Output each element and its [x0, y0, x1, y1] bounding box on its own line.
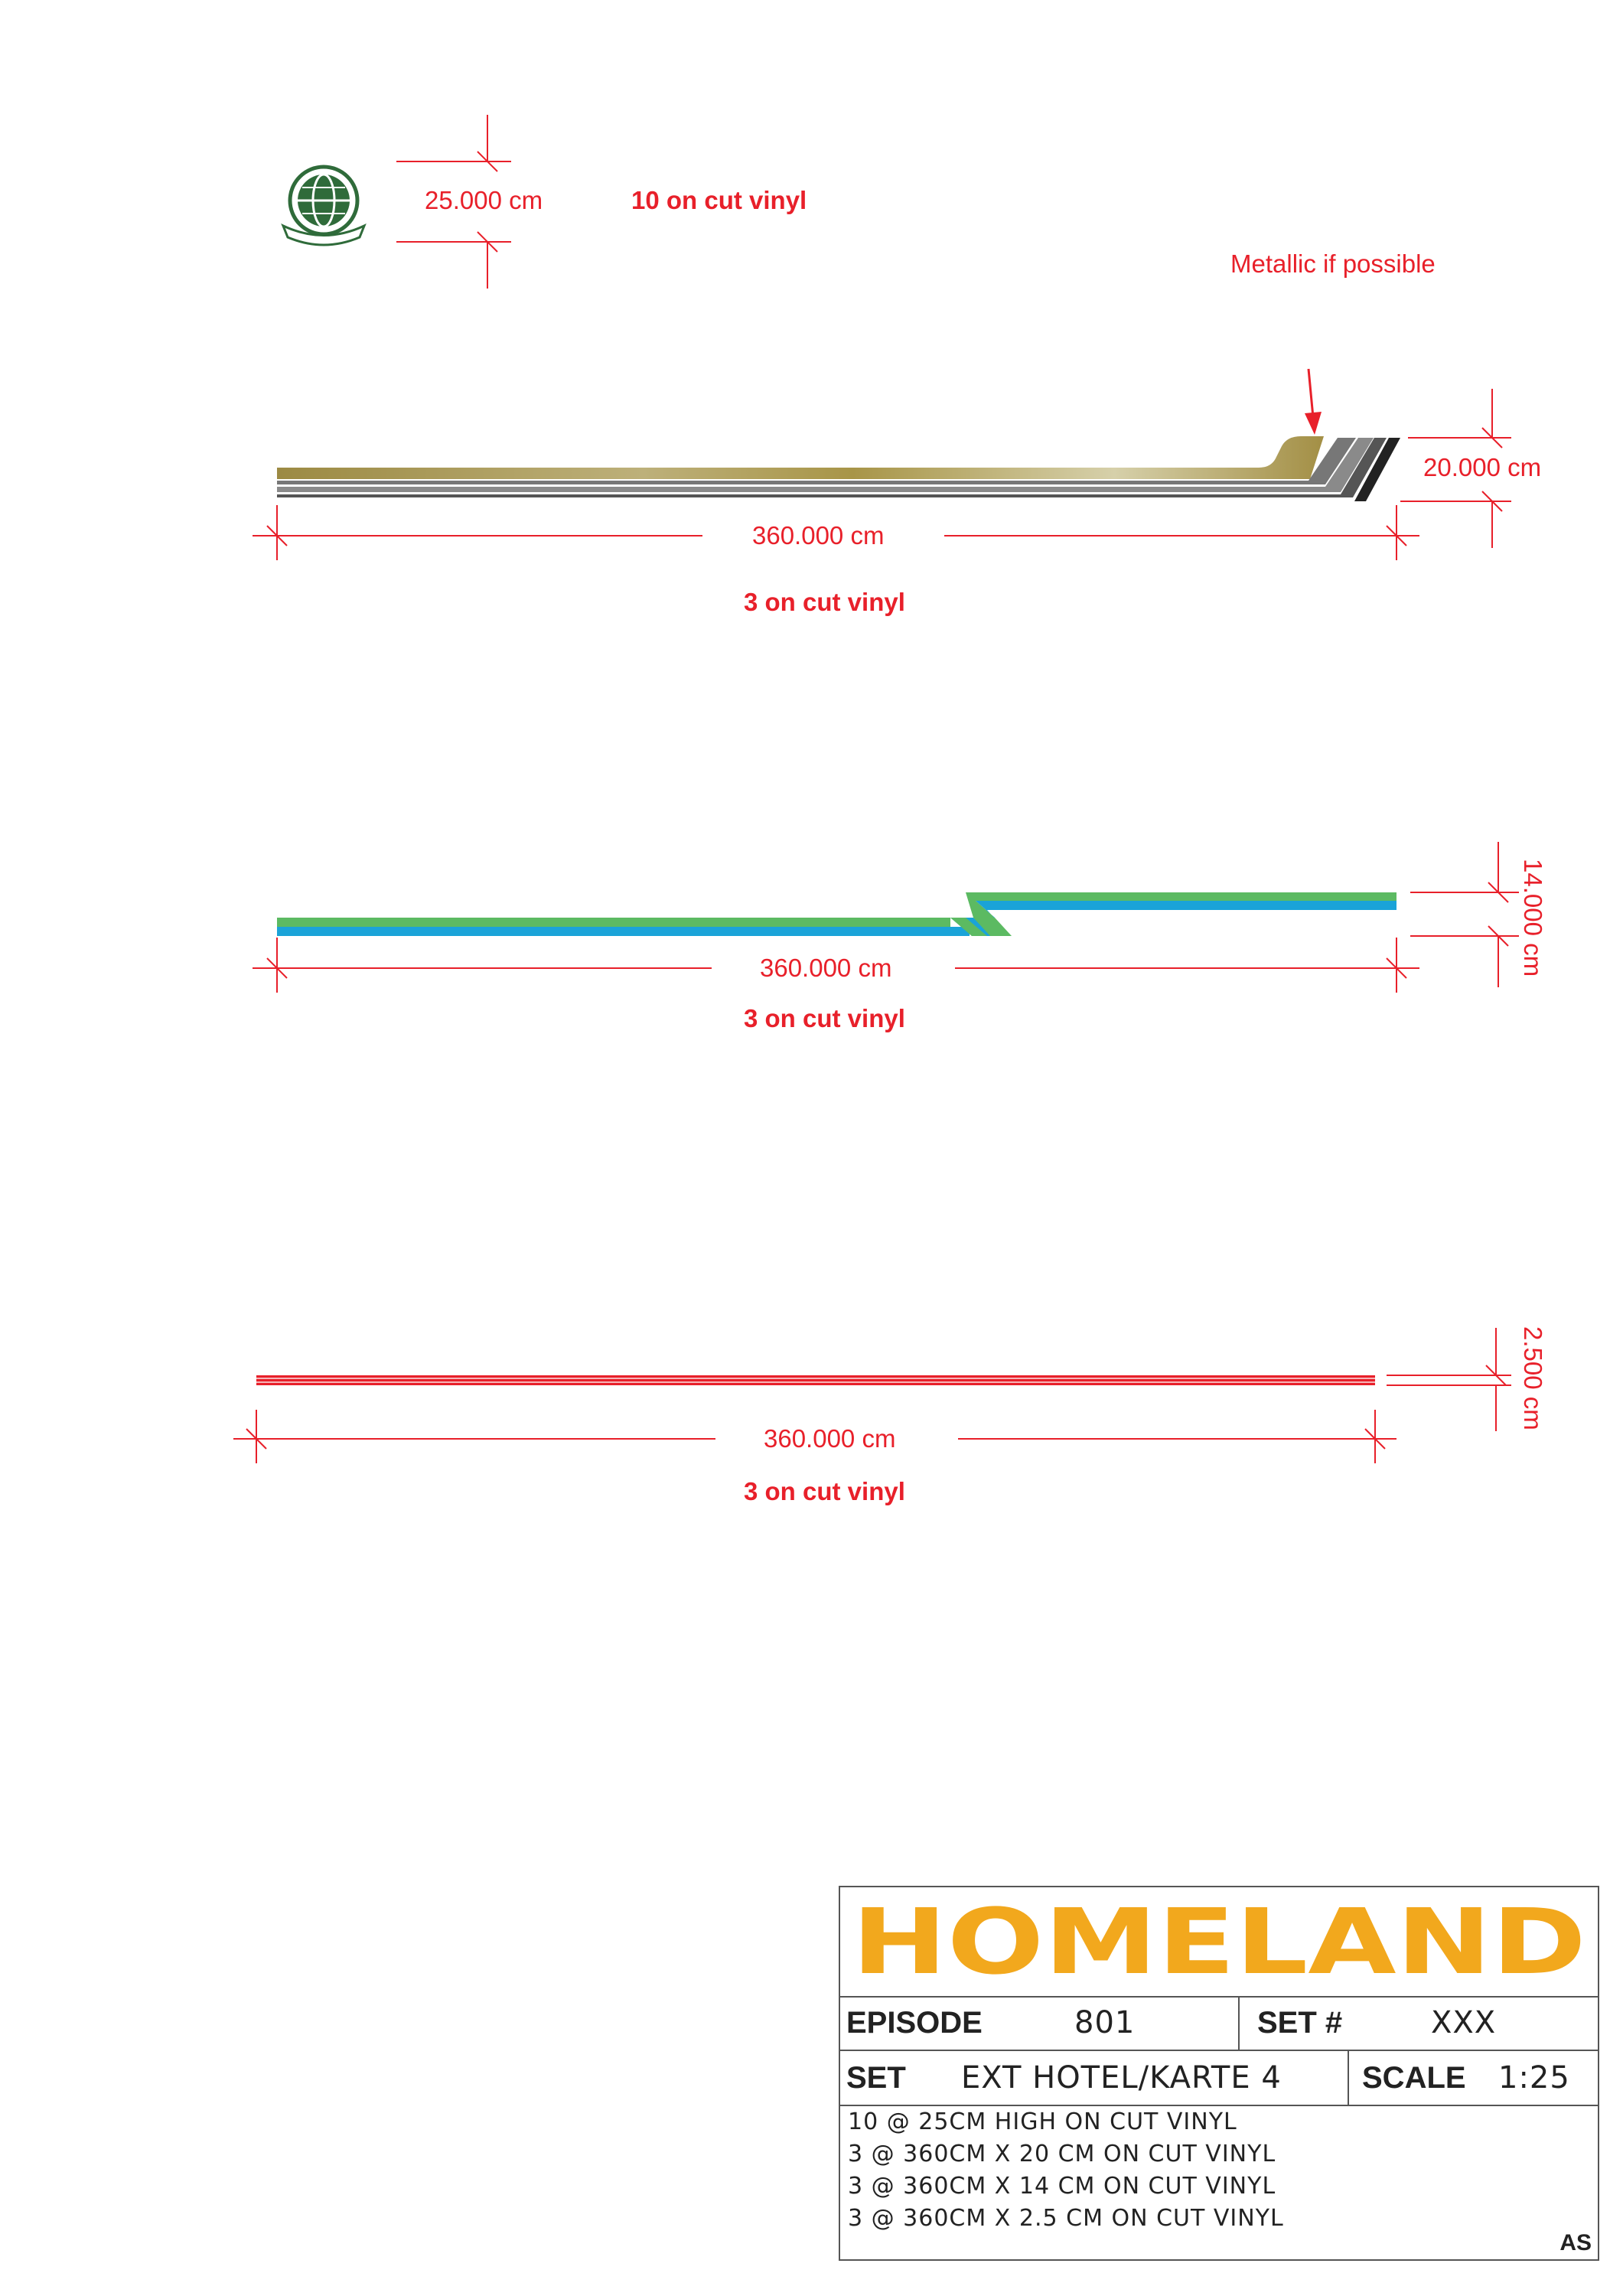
- title-block-notes: 10 @ 25CM HIGH ON CUT VINYL 3 @ 360CM X …: [848, 2106, 1284, 2235]
- episode-value: 801: [1074, 2005, 1136, 2040]
- metallic-annotation: Metallic if possible: [1230, 249, 1436, 278]
- designer-initials: AS: [1559, 2230, 1592, 2255]
- red-stripe-length-dim: 360.000 cm: [764, 1424, 896, 1453]
- homeland-logo: HOMELAND: [852, 1889, 1586, 1994]
- episode-row: EPISODE 801 SET # XXX: [840, 1996, 1598, 2051]
- note-line: 3 @ 360CM X 20 CM ON CUT VINYL: [848, 2141, 1276, 2167]
- green-blue-qty-note: 3 on cut vinyl: [744, 1004, 905, 1032]
- row-divider: [1238, 1996, 1240, 2050]
- red-stripe-qty-note: 3 on cut vinyl: [744, 1477, 905, 1505]
- gold-stripe-length-dim: 360.000 cm: [752, 521, 885, 550]
- set-value: EXT HOTEL/KARTE 4: [961, 2060, 1282, 2095]
- note-line: 3 @ 360CM X 14 CM ON CUT VINYL: [848, 2173, 1276, 2200]
- note-line: 10 @ 25CM HIGH ON CUT VINYL: [848, 2108, 1237, 2135]
- logo-height-dimension: [396, 115, 511, 289]
- episode-label: EPISODE: [846, 2006, 983, 2040]
- title-block-logo: HOMELAND: [840, 1887, 1598, 1998]
- gold-stripe-graphic: [277, 436, 1400, 501]
- green-blue-height-dimension: [1410, 842, 1519, 987]
- gold-stripe-length-dimension: [253, 505, 1419, 560]
- set-row: SET EXT HOTEL/KARTE 4 SCALE 1:25: [840, 2051, 1598, 2106]
- homeland-logo-text: HOMELAND: [852, 1889, 1586, 1994]
- green-blue-height-dim: 14.000 cm: [1519, 859, 1547, 977]
- red-stripe-height-dim: 2.500 cm: [1519, 1326, 1547, 1430]
- gold-stripe-height-dim: 20.000 cm: [1423, 453, 1542, 481]
- green-blue-length-dim: 360.000 cm: [760, 954, 892, 982]
- green-blue-length-dimension: [253, 938, 1419, 993]
- red-stripe-height-dimension: [1387, 1328, 1511, 1431]
- set-label: SET: [846, 2061, 906, 2095]
- scale-value: 1:25: [1498, 2060, 1570, 2095]
- metallic-arrow: [1305, 368, 1322, 435]
- gold-stripe-qty-note: 3 on cut vinyl: [744, 588, 905, 616]
- logo-width-dim: 25.000 cm: [425, 186, 543, 214]
- logo-qty-note: 10 on cut vinyl: [631, 186, 807, 214]
- red-stripe-graphic: [256, 1375, 1375, 1385]
- scale-label: SCALE: [1362, 2061, 1466, 2095]
- title-block: HOMELAND EPISODE 801 SET # XXX SET EXT H…: [839, 1886, 1599, 2261]
- row-divider: [1348, 2051, 1349, 2105]
- gold-stripe-height-dimension: [1400, 389, 1511, 548]
- set-number-label: SET #: [1257, 2006, 1343, 2040]
- red-stripe-length-dimension: [233, 1410, 1396, 1463]
- set-number-value: XXX: [1431, 2005, 1497, 2040]
- green-blue-stripe-graphic: [277, 892, 1396, 936]
- globe-emblem-icon: [281, 165, 367, 246]
- note-line: 3 @ 360CM X 2.5 CM ON CUT VINYL: [848, 2205, 1284, 2232]
